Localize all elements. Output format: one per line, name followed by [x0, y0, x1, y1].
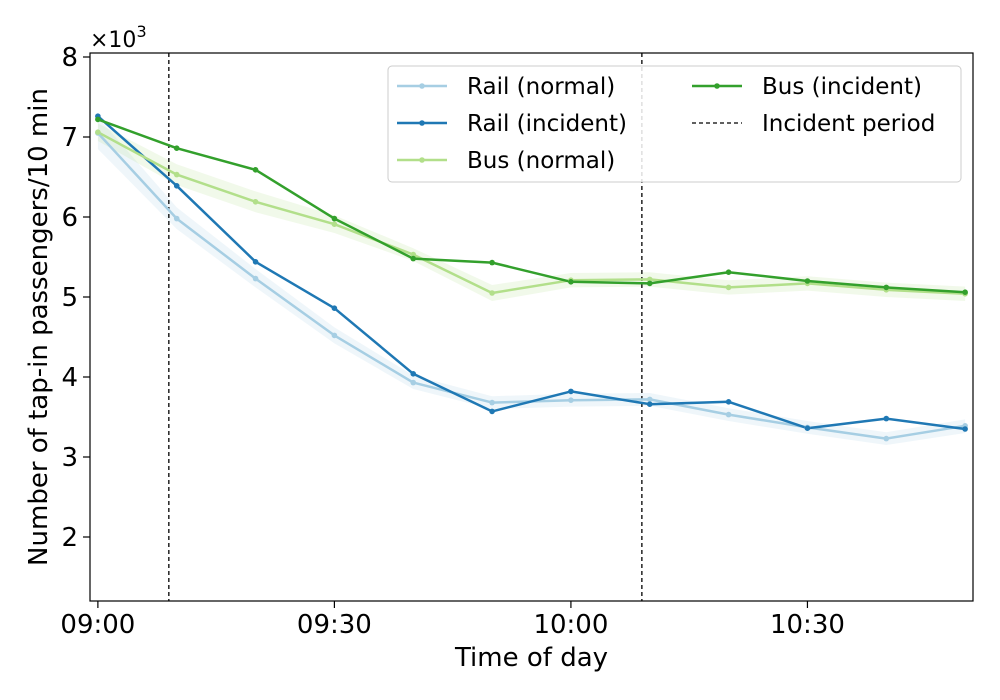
y-tick-label: 8: [61, 43, 78, 73]
rail-incident-point: [489, 408, 495, 415]
bus-incident-point: [646, 280, 653, 287]
x-axis-label: Time of day: [454, 643, 608, 673]
bus-incident-point: [725, 269, 732, 276]
rail-incident-point: [331, 305, 338, 312]
legend-item: Rail (incident): [397, 111, 627, 137]
rail-normal-point: [331, 332, 338, 339]
rail-incident-point: [568, 388, 574, 395]
y-axis-multiplier: ×103: [90, 22, 147, 53]
y-tick-label: 4: [61, 363, 78, 393]
bus-incident-point: [331, 215, 338, 222]
bus-incident-point: [410, 255, 417, 262]
rail-normal-point: [410, 379, 417, 386]
bus-incident-point: [95, 116, 101, 123]
y-multiplier-base: ×10: [90, 28, 136, 53]
bus-incident-point: [883, 284, 890, 291]
rail-normal-point: [489, 399, 495, 406]
y-tick-label: 2: [61, 523, 78, 553]
legend-item: Bus (normal): [397, 148, 615, 174]
bus-incident-point: [252, 167, 259, 173]
x-tick-label: 10:00: [533, 610, 608, 640]
legend-item: Incident period: [692, 111, 935, 137]
bus-normal-point: [95, 129, 101, 135]
bus-incident-line: [97, 118, 966, 294]
rail-incident-point: [252, 259, 259, 265]
rail-normal-band: [97, 117, 966, 445]
bus-normal-point: [489, 290, 495, 296]
rail-incident-point: [725, 399, 732, 405]
x-tick-label: 09:00: [60, 610, 135, 640]
y-multiplier-exponent: 3: [136, 22, 146, 41]
legend-item: Rail (normal): [397, 74, 615, 100]
bus-incident-point: [173, 145, 180, 151]
x-tick-label: 10:30: [770, 610, 845, 640]
legend-label: Bus (incident): [762, 74, 922, 100]
legend-marker: [419, 83, 425, 89]
rail-normal-point: [883, 435, 890, 442]
plot-frame: [89, 52, 974, 602]
bus-incident-point: [568, 279, 574, 285]
bus-normal-point: [725, 284, 732, 291]
rail-incident-point: [962, 426, 968, 432]
x-tick-label: 09:30: [297, 610, 372, 640]
bus-incident-point: [489, 259, 495, 266]
y-axis-ticks: 2 3 4 5 6 7 8: [61, 43, 90, 553]
rail-normal-point: [173, 215, 180, 222]
rail-incident-point: [804, 425, 811, 432]
legend-marker: [714, 83, 720, 89]
series-points: [95, 113, 968, 442]
bus-incident-point: [804, 278, 811, 284]
legend: Rail (normal) Rail (incident) Bus (normal)…: [387, 65, 962, 183]
rail-incident-point: [646, 401, 653, 408]
legend-box: [387, 65, 962, 183]
rail-normal-point: [252, 275, 259, 282]
rail-incident-point: [410, 371, 417, 377]
rail-incident-point: [173, 183, 180, 189]
legend-label: Rail (normal): [467, 74, 615, 100]
legend-marker: [419, 157, 425, 163]
confidence-bands: [97, 117, 966, 445]
rail-normal-point: [725, 411, 732, 418]
y-tick-label: 5: [61, 283, 78, 313]
rail-normal-point: [568, 397, 574, 404]
series-lines: [96, 115, 966, 440]
y-tick-label: 6: [61, 203, 78, 233]
legend-label: Rail (incident): [467, 111, 627, 137]
y-tick-label: 3: [61, 443, 78, 473]
bus-normal-band: [97, 123, 966, 302]
x-axis-ticks: 09:00 09:30 10:00 10:30: [60, 601, 845, 640]
bus-normal-point: [252, 199, 259, 205]
legend-item: Bus (incident): [692, 74, 922, 100]
y-tick-label: 7: [61, 123, 78, 153]
rail-normal-point: [646, 396, 653, 403]
y-axis-label: Number of tap-in passengers/10 min: [24, 88, 54, 566]
bus-normal-point: [646, 276, 653, 283]
legend-label: Bus (normal): [467, 148, 615, 174]
rail-incident-line: [97, 115, 966, 431]
legend-label: Incident period: [762, 111, 935, 137]
bus-normal-point: [410, 251, 417, 258]
bus-incident-point: [962, 289, 968, 296]
rail-incident-point: [883, 415, 890, 422]
bus-normal-point: [331, 221, 338, 227]
bus-normal-point: [173, 171, 180, 178]
legend-marker: [419, 120, 425, 126]
bus-normal-line: [97, 131, 966, 296]
